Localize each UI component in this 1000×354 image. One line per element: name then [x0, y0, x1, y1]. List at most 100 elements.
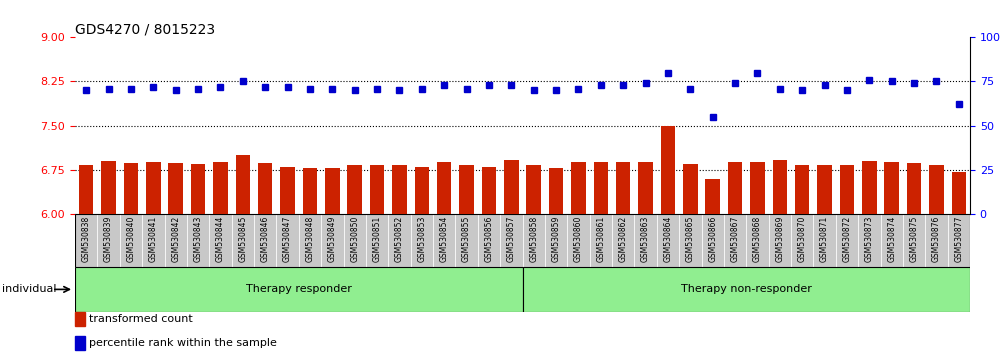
Bar [549, 167, 563, 214]
FancyBboxPatch shape [702, 214, 724, 267]
Bar [303, 168, 317, 214]
Text: GSM530846: GSM530846 [261, 216, 270, 262]
Text: GSM530872: GSM530872 [842, 216, 851, 262]
Text: GSM530874: GSM530874 [887, 216, 896, 262]
FancyBboxPatch shape [164, 214, 187, 267]
Text: GSM530845: GSM530845 [238, 216, 247, 262]
Bar [124, 164, 138, 214]
Bar [862, 161, 877, 214]
Bar [459, 165, 474, 214]
Text: GSM530863: GSM530863 [641, 216, 650, 262]
Bar [236, 155, 250, 214]
FancyBboxPatch shape [433, 214, 455, 267]
FancyBboxPatch shape [881, 214, 903, 267]
Bar [392, 165, 407, 214]
FancyBboxPatch shape [769, 214, 791, 267]
Bar [817, 165, 832, 214]
Bar [795, 165, 809, 214]
Text: GSM530838: GSM530838 [82, 216, 91, 262]
Text: GSM530854: GSM530854 [440, 216, 449, 262]
FancyBboxPatch shape [75, 214, 97, 267]
FancyBboxPatch shape [903, 214, 925, 267]
Text: Therapy non-responder: Therapy non-responder [681, 284, 812, 295]
Text: GSM530840: GSM530840 [126, 216, 135, 262]
FancyBboxPatch shape [366, 214, 388, 267]
Bar [840, 165, 854, 214]
FancyBboxPatch shape [411, 214, 433, 267]
FancyBboxPatch shape [209, 214, 232, 267]
Text: GSM530869: GSM530869 [775, 216, 784, 262]
FancyBboxPatch shape [455, 214, 478, 267]
Text: GSM530860: GSM530860 [574, 216, 583, 262]
Text: GSM530866: GSM530866 [708, 216, 717, 262]
FancyBboxPatch shape [254, 214, 276, 267]
Bar [325, 167, 340, 214]
FancyBboxPatch shape [791, 214, 813, 267]
Bar [75, 267, 522, 312]
Text: GSM530858: GSM530858 [529, 216, 538, 262]
Text: transformed count: transformed count [89, 314, 193, 324]
Text: GSM530877: GSM530877 [954, 216, 963, 262]
Bar [101, 161, 116, 214]
Bar [522, 267, 970, 312]
FancyBboxPatch shape [97, 214, 120, 267]
Bar [616, 162, 630, 214]
Text: GSM530851: GSM530851 [373, 216, 382, 262]
Bar [370, 165, 384, 214]
Text: GSM530875: GSM530875 [910, 216, 919, 262]
Bar [213, 162, 228, 214]
FancyBboxPatch shape [657, 214, 679, 267]
Text: GSM530865: GSM530865 [686, 216, 695, 262]
Bar [191, 164, 205, 214]
FancyBboxPatch shape [344, 214, 366, 267]
FancyBboxPatch shape [746, 214, 769, 267]
Bar [415, 167, 429, 214]
Text: GSM530871: GSM530871 [820, 216, 829, 262]
Bar [504, 160, 519, 214]
Text: GSM530876: GSM530876 [932, 216, 941, 262]
FancyBboxPatch shape [120, 214, 142, 267]
FancyBboxPatch shape [634, 214, 657, 267]
FancyBboxPatch shape [545, 214, 567, 267]
Bar [146, 162, 161, 214]
Text: GSM530856: GSM530856 [484, 216, 493, 262]
FancyBboxPatch shape [590, 214, 612, 267]
Bar [661, 126, 675, 214]
Bar [750, 162, 765, 214]
Bar [258, 164, 272, 214]
Text: GSM530862: GSM530862 [619, 216, 628, 262]
Text: GSM530857: GSM530857 [507, 216, 516, 262]
Bar [929, 165, 944, 214]
Bar [437, 162, 451, 214]
FancyBboxPatch shape [836, 214, 858, 267]
FancyBboxPatch shape [679, 214, 702, 267]
Text: individual: individual [2, 284, 56, 294]
Text: GSM530844: GSM530844 [216, 216, 225, 262]
FancyBboxPatch shape [232, 214, 254, 267]
Text: GSM530847: GSM530847 [283, 216, 292, 262]
Bar [773, 160, 787, 214]
Text: Therapy responder: Therapy responder [246, 284, 352, 295]
Text: GSM530868: GSM530868 [753, 216, 762, 262]
Bar [482, 167, 496, 214]
Bar [280, 167, 295, 214]
Text: GSM530841: GSM530841 [149, 216, 158, 262]
FancyBboxPatch shape [388, 214, 411, 267]
Bar [571, 162, 586, 214]
Text: percentile rank within the sample: percentile rank within the sample [89, 338, 277, 348]
Text: GSM530873: GSM530873 [865, 216, 874, 262]
Bar [728, 162, 742, 214]
FancyBboxPatch shape [500, 214, 522, 267]
Bar [168, 164, 183, 214]
FancyBboxPatch shape [522, 214, 545, 267]
Text: GSM530852: GSM530852 [395, 216, 404, 262]
FancyBboxPatch shape [187, 214, 209, 267]
Text: GDS4270 / 8015223: GDS4270 / 8015223 [75, 22, 215, 36]
Bar [526, 165, 541, 214]
Text: GSM530859: GSM530859 [552, 216, 561, 262]
Bar [952, 172, 966, 214]
Bar [347, 165, 362, 214]
FancyBboxPatch shape [276, 214, 299, 267]
Bar [683, 164, 698, 214]
Bar [907, 163, 921, 214]
